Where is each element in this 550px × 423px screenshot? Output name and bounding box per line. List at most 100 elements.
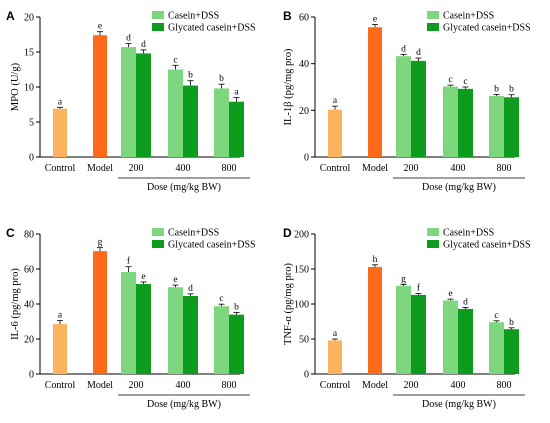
panel-c-legend-glycated: Glycated casein+DSS	[168, 240, 256, 251]
panel-c-x-tick-label: Control	[45, 380, 76, 391]
panel-c-legend-swatch-casein	[152, 228, 164, 236]
panel-c-bar-glycated	[136, 284, 151, 374]
panel-b-x-tick-label: 200	[404, 163, 419, 174]
panel-c-bar-glycated-sig-label: b	[234, 303, 239, 313]
panel-d-bar-casein	[396, 285, 411, 374]
panel-d-bar-glycated	[411, 294, 426, 374]
panel-b-bar-casein	[443, 86, 458, 157]
panel-c-y-tick-label: 0	[29, 370, 34, 381]
panel-c-legend-casein: Casein+DSS	[168, 228, 219, 239]
panel-a-bar-casein-sig-label: b	[219, 74, 224, 84]
panel-b-bar-glycated	[458, 88, 473, 157]
panel-d-x-tick-label: Model	[362, 380, 388, 391]
panel-d-bar-casein-sig-label: g	[401, 274, 406, 284]
panel-a-legend-swatch-glycated	[152, 23, 164, 31]
panel-c-y-tick-label: 20	[24, 335, 34, 346]
panel-a-x-tick-label: 800	[222, 163, 237, 174]
panel-c-letter: C	[6, 226, 15, 240]
panel-a-y-tick-label: 5	[29, 118, 34, 129]
panel-c-bar-casein-sig-label: f	[127, 256, 131, 267]
panel-d-bar-casein-sig-label: e	[448, 289, 452, 299]
panel-d-bar-control-sig-label: a	[333, 329, 338, 339]
panel-c-bar-glycated	[229, 314, 244, 374]
panel-c-x-tick-label: Model	[87, 380, 113, 391]
panel-d-y-axis-title: TNF-α (pg/mg pro)	[283, 263, 294, 345]
panel-a-bar-glycated-sig-label: b	[188, 71, 193, 81]
panel-d-x-tick-label: Control	[320, 380, 351, 391]
panel-b-y-tick-label: 40	[299, 59, 309, 70]
panel-d-bar-glycated	[458, 308, 473, 374]
panel-a-bar-casein	[168, 69, 183, 157]
panel-c-bar-glycated-sig-label: d	[188, 284, 193, 294]
panel-b-x-axis-title: Dose (mg/kg BW)	[422, 182, 496, 193]
panel-a-letter: A	[6, 9, 15, 23]
panel-b-bar-control	[328, 109, 342, 157]
panel-d-x-tick-label: 800	[497, 380, 512, 391]
panel-b-y-tick-label: 60	[299, 13, 309, 24]
panel-d-legend-swatch-casein	[427, 228, 439, 236]
panel-d-y-tick-label: 100	[294, 300, 309, 311]
panel-d-y-tick-label: 50	[299, 335, 309, 346]
panel-b-bar-casein-sig-label: b	[494, 84, 499, 94]
panel-d-x-tick-label: 200	[404, 380, 419, 391]
panel-b-bar-glycated-sig-label: d	[416, 48, 421, 58]
panel-c-bar-casein	[168, 287, 183, 374]
panel-d-bar-model-sig-label: h	[373, 255, 378, 265]
panel-d-legend-casein: Casein+DSS	[443, 228, 494, 239]
panel-a-bar-glycated-sig-label: d	[141, 40, 146, 50]
panel-c-x-tick-label: 400	[176, 380, 191, 391]
panel-b-bar-casein-sig-label: c	[448, 75, 452, 85]
panel-c-y-tick-label: 60	[24, 265, 34, 276]
panel-c-bar-control-sig-label: a	[58, 311, 63, 321]
panel-d-bar-casein	[489, 322, 504, 374]
panel-c-bar-casein	[121, 271, 136, 374]
panel-b-letter: B	[283, 9, 292, 23]
panel-a-x-tick-label: 400	[176, 163, 191, 174]
panel-c-y-tick-label: 80	[24, 230, 34, 241]
panel-b-legend-swatch-casein	[427, 11, 439, 19]
panel-b-bar-casein	[396, 56, 411, 158]
panel-a-bar-casein	[214, 88, 229, 157]
panel-d-y-tick-label: 200	[294, 230, 309, 241]
panel-a-bar-glycated	[183, 85, 198, 157]
panel-a-bar-control	[53, 108, 67, 157]
panel-d-legend-swatch-glycated	[427, 240, 439, 248]
panel-c-bar-glycated	[183, 295, 198, 374]
panel-b-x-tick-label: 800	[497, 163, 512, 174]
panel-b-bar-glycated-sig-label: c	[463, 77, 467, 87]
panel-b-bar-control-sig-label: a	[333, 96, 338, 106]
panel-b-bar-glycated	[504, 97, 519, 157]
panel-c-bar-casein	[214, 306, 229, 374]
panel-d-bar-glycated	[504, 329, 519, 374]
panel-c-y-tick-label: 40	[24, 300, 34, 311]
panel-b-bar-glycated-sig-label: b	[509, 85, 514, 95]
panel-d-bar-glycated-sig-label: f	[417, 283, 421, 294]
panel-a-legend-glycated: Glycated casein+DSS	[168, 23, 256, 34]
panel-b-x-tick-label: Model	[362, 163, 388, 174]
panel-a-x-tick-label: Model	[87, 163, 113, 174]
panel-d-y-tick-label: 0	[304, 370, 309, 381]
panel-c-x-axis-title: Dose (mg/kg BW)	[147, 399, 221, 410]
panel-c-bar-model-sig-label: g	[98, 238, 103, 248]
panel-c-bar-glycated-sig-label: e	[141, 272, 145, 282]
panel-d-legend-glycated: Glycated casein+DSS	[443, 240, 531, 251]
panel-a-bar-casein-sig-label: c	[173, 55, 177, 65]
panel-d-bar-control	[328, 340, 342, 374]
panel-d-letter: D	[283, 226, 292, 240]
panel-c-bar-casein-sig-label: e	[173, 275, 177, 285]
panel-a-y-tick-label: 10	[24, 83, 34, 94]
panel-b-bar-casein-sig-label: d	[401, 44, 406, 54]
panel-d-bar-casein	[443, 300, 458, 374]
panel-d-x-tick-label: 400	[451, 380, 466, 391]
panel-b-bar-casein	[489, 95, 504, 157]
panel-a-bar-model	[93, 35, 107, 158]
panel-c-x-tick-label: 200	[129, 380, 144, 391]
panel-b-bar-glycated	[411, 60, 426, 157]
panel-a-x-tick-label: 200	[129, 163, 144, 174]
panel-a-y-axis-title: MPO (U/g)	[10, 62, 21, 111]
panel-b-y-tick-label: 0	[304, 153, 309, 164]
panel-a-legend-casein: Casein+DSS	[168, 11, 219, 22]
panel-a-bar-glycated	[136, 53, 151, 157]
panel-b-legend-casein: Casein+DSS	[443, 11, 494, 22]
panel-b-y-axis-title: IL-1β (pg/mg pro)	[283, 48, 294, 126]
